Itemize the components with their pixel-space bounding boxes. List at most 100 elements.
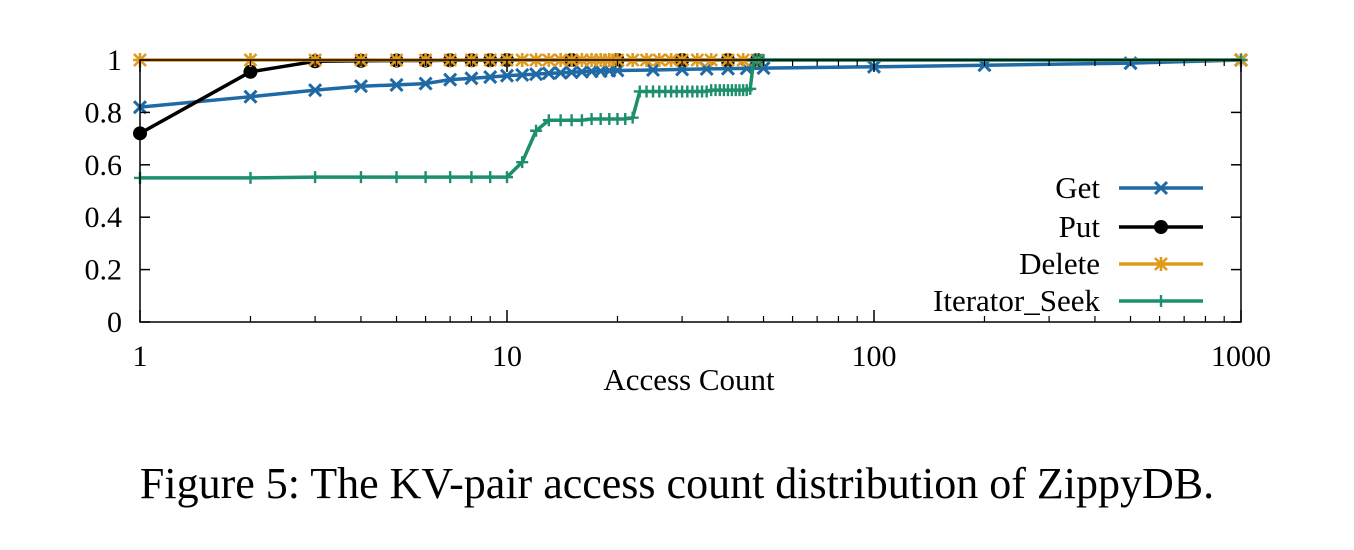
series-line-iterator-seek [140,58,1241,180]
legend-marker-iterator-seek-glyph [1155,295,1167,307]
data-point-iterator-seek-glyph [354,171,367,184]
data-point-get-glyph [528,67,544,82]
data-point-get-glyph [499,68,515,83]
data-point-iterator-seek [309,171,322,184]
data-point-put-glyph [243,64,258,79]
data-point-get-glyph [464,71,479,86]
series-iterator-seek [134,54,1247,184]
x-tick-label: 100 [852,340,897,373]
data-point-iterator-seek-glyph [309,171,322,184]
data-point-get [499,68,515,83]
legend-marker-delete [1154,257,1168,271]
data-point-iterator-seek [626,111,639,124]
data-point-get-glyph [443,72,458,87]
x-axis-label: Access Count [603,362,775,397]
series-layer [132,52,1249,184]
data-point-iterator-seek-glyph [444,171,457,184]
data-point-iterator-seek [619,112,632,125]
legend-entry-get: Get [1055,170,1203,205]
data-point-iterator-seek [744,82,757,95]
legend-label-delete: Delete [1019,246,1100,281]
data-point-iterator-seek-glyph [565,114,578,127]
data-point-get-glyph [541,66,556,81]
data-point-iterator-seek-glyph [554,114,567,127]
data-point-get-glyph [243,89,258,104]
data-point-iterator-seek-glyph [419,171,432,184]
data-point-get [464,71,479,86]
data-point-iterator-seek [244,171,257,184]
data-point-iterator-seek-glyph [619,112,632,125]
series-put [133,53,765,141]
legend-label-iterator-seek: Iterator_Seek [933,283,1100,318]
x-tick-label: 1000 [1211,340,1271,373]
x-tick-label: 1 [133,340,148,373]
y-tick-label: 0 [107,306,122,339]
data-point-iterator-seek [444,171,457,184]
data-point-iterator-seek [542,114,555,127]
data-point-iterator-seek [575,114,588,127]
data-point-get [553,65,568,80]
data-point-iterator-seek-glyph [390,171,403,184]
data-point-iterator-seek [484,171,497,184]
legend-marker-put-glyph [1154,220,1168,234]
figure-caption: Figure 5: The KV-pair access count distr… [139,459,1215,508]
plot-frame [139,59,1242,323]
legend-marker-delete-glyph [1154,257,1168,271]
data-point-get-glyph [515,67,530,82]
legend-entry-delete: Delete [1019,246,1203,281]
data-point-iterator-seek [501,171,513,184]
data-point-get [418,76,433,91]
data-point-get-glyph [389,77,404,92]
data-point-put [243,64,258,79]
legend-label-get: Get [1055,170,1100,205]
data-point-iterator-seek-glyph [484,171,497,184]
data-point-get [528,67,544,82]
data-point-get [243,89,258,104]
data-point-get [610,63,625,78]
data-point-iterator-seek-glyph [516,156,529,169]
y-tick-label: 0.6 [85,149,123,182]
legend-label-put: Put [1059,209,1101,244]
y-tick-label: 0.2 [85,254,123,287]
data-point-iterator-seek-glyph [501,171,513,184]
data-point-get-glyph [610,63,625,78]
y-tick-label: 0.4 [85,201,123,234]
data-point-get [308,83,323,98]
data-point-get [353,79,369,94]
data-point-iterator-seek [565,114,578,127]
x-tick-label: 10 [492,340,522,373]
data-point-iterator-seek-glyph [465,171,478,184]
data-point-iterator-seek [465,171,478,184]
data-point-get-glyph [308,83,323,98]
data-point-iterator-seek [419,171,432,184]
data-point-iterator-seek-glyph [244,171,257,184]
data-point-get [443,72,458,87]
y-tick-label: 0.8 [85,96,123,129]
data-point-get-glyph [418,76,433,91]
legend-marker-get [1153,180,1169,196]
data-point-get-glyph [645,62,661,78]
data-point-get [645,62,661,78]
data-point-iterator-seek-glyph [744,82,757,95]
data-point-get [541,66,556,81]
data-point-iterator-seek [390,171,403,184]
data-point-iterator-seek-glyph [575,114,588,127]
legend-entry-iterator-seek: Iterator_Seek [933,283,1203,318]
data-point-get-glyph [353,79,369,94]
data-point-iterator-seek-glyph [542,114,555,127]
data-point-iterator-seek [554,114,567,127]
data-point-iterator-seek-glyph [626,111,639,124]
legend-entry-put: Put [1059,209,1203,244]
chart-svg: 0 0.2 0.4 0.6 0.8 1 1 10 100 1000 Get PutDeleteIte… [85,44,1272,397]
data-point-get-glyph [483,69,498,85]
axes-layer: 0 0.2 0.4 0.6 0.8 1 1 10 100 1000 [85,44,1272,373]
series-line-get [139,58,1242,109]
legend-marker-put [1154,220,1168,234]
data-point-iterator-seek [530,124,543,137]
data-point-iterator-seek [354,171,367,184]
data-point-iterator-seek-glyph [530,124,543,137]
legend-marker-iterator-seek [1155,295,1167,307]
y-tick-label: 1 [107,44,122,77]
data-point-get [483,69,498,85]
